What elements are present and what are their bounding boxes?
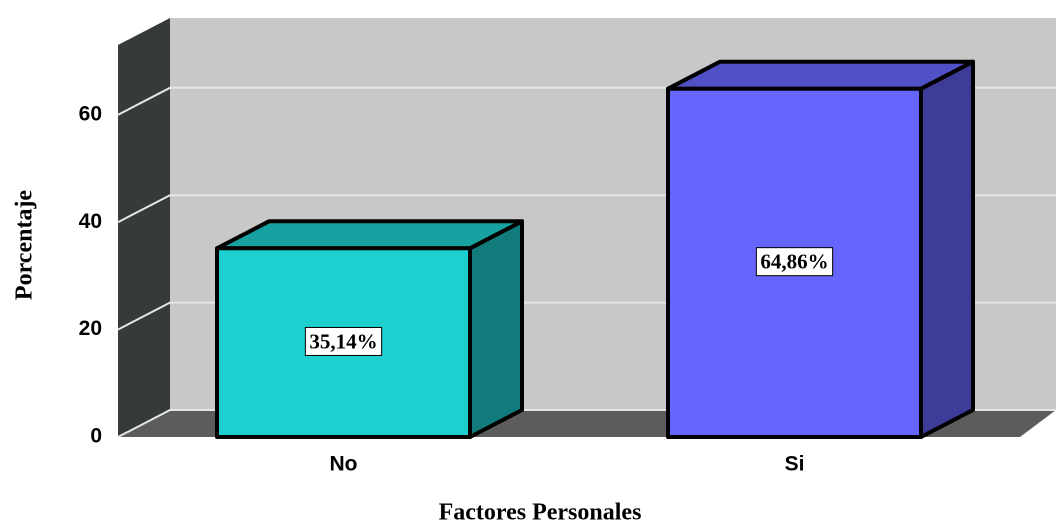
x-tick-label: No [330,453,358,476]
side-wall [118,18,170,437]
y-tick-label: 20 [79,317,102,340]
x-axis-title: Factores Personales [439,500,642,526]
value-label: 35,14% [304,326,383,356]
bar-side [919,59,975,439]
value-label-box [755,247,834,277]
y-tick-label: 0 [90,425,102,448]
bar-top [215,219,524,251]
value-label-text: 35,14% [309,329,377,353]
value-label: 64,86% [755,247,834,277]
y-axis-title: Porcentaje [12,190,38,301]
value-label-box [304,326,383,356]
bar-top [666,59,975,91]
bar-side [468,219,524,439]
y-tick-label: 60 [79,102,102,125]
x-tick-label: Si [785,453,805,476]
value-label-text: 64,86% [760,250,828,274]
y-tick-label: 40 [79,210,102,233]
